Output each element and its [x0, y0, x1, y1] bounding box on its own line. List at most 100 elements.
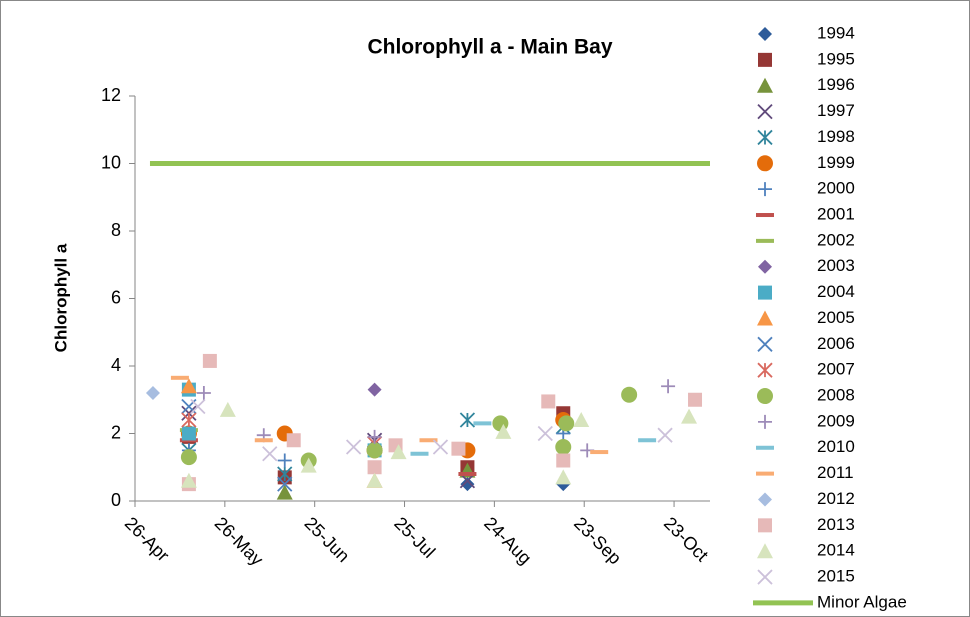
- point: [180, 472, 197, 488]
- legend-label: 1996: [817, 75, 855, 94]
- point: [345, 439, 362, 455]
- point: [451, 441, 466, 456]
- point: [495, 423, 512, 439]
- point: [555, 469, 572, 485]
- legend-marker: [757, 336, 773, 352]
- point: [459, 412, 476, 428]
- legend-label: 2005: [817, 308, 855, 327]
- point: [459, 473, 476, 489]
- point: [181, 412, 197, 428]
- point: [419, 438, 438, 443]
- legend-label: 2001: [817, 205, 855, 224]
- legend-label: 2010: [817, 437, 855, 456]
- point: [180, 449, 197, 466]
- legend-marker: [758, 518, 772, 533]
- point: [688, 392, 703, 407]
- legend-label: 1995: [817, 49, 855, 68]
- legend-label: 2009: [817, 411, 855, 430]
- point: [300, 457, 317, 473]
- legend-label: 2004: [817, 282, 855, 301]
- legend-label: 2011: [817, 463, 854, 482]
- point: [196, 386, 211, 400]
- y-tick-label: 12: [101, 85, 121, 105]
- legend-label: 2012: [817, 489, 855, 508]
- legend-marker: [757, 155, 773, 172]
- point: [555, 439, 572, 455]
- point: [366, 472, 383, 488]
- point: [277, 476, 293, 492]
- legend-marker: [757, 543, 773, 559]
- legend-marker: [758, 52, 772, 67]
- point: [410, 451, 429, 456]
- legend-label: 1997: [817, 101, 855, 120]
- point: [277, 453, 292, 468]
- legend-label: 1994: [817, 23, 855, 42]
- point: [537, 425, 553, 442]
- point: [657, 427, 673, 443]
- legend-marker: [757, 310, 773, 326]
- point: [262, 446, 278, 462]
- legend-marker: [757, 362, 773, 378]
- y-tick-label: 6: [111, 287, 121, 307]
- point: [681, 408, 698, 424]
- legend-label: Minor Algae: [817, 592, 907, 611]
- legend-marker: [758, 414, 772, 429]
- legend-label: 2007: [817, 360, 855, 379]
- point: [638, 438, 657, 443]
- legend-marker: [758, 259, 772, 274]
- point: [621, 386, 638, 403]
- point: [432, 439, 449, 455]
- point: [390, 444, 407, 460]
- point: [573, 412, 590, 427]
- point: [366, 442, 383, 459]
- legend-label: 2015: [817, 567, 855, 586]
- legend-label: 2013: [817, 515, 855, 534]
- legend-label: 1998: [817, 127, 855, 146]
- y-tick-label: 8: [111, 220, 121, 240]
- point: [202, 353, 217, 368]
- point: [458, 472, 477, 476]
- point: [145, 386, 160, 400]
- point: [558, 415, 575, 432]
- legend-marker: [756, 213, 774, 218]
- legend-marker: [757, 569, 773, 585]
- y-tick-label: 2: [111, 422, 121, 442]
- point: [170, 375, 189, 380]
- point: [556, 453, 571, 468]
- point: [276, 484, 293, 500]
- legend-marker: [758, 285, 772, 300]
- point: [286, 433, 301, 448]
- legend-marker: [758, 182, 772, 197]
- point: [190, 398, 206, 415]
- point: [367, 460, 382, 475]
- point: [254, 438, 273, 443]
- legend-marker: [757, 103, 773, 120]
- legend-marker: [756, 445, 774, 450]
- point: [219, 401, 236, 417]
- point: [180, 378, 197, 394]
- legend-marker: [758, 492, 772, 507]
- legend-marker: [757, 388, 773, 405]
- legend-label: 2006: [817, 334, 855, 353]
- point: [541, 394, 556, 409]
- y-tick-label: 10: [101, 152, 121, 172]
- legend-label: 2008: [817, 386, 855, 405]
- legend-marker: [757, 129, 773, 146]
- legend-marker: [756, 471, 774, 476]
- legend-marker: [758, 27, 772, 41]
- y-axis-label: Chlorophyll a: [51, 243, 70, 352]
- legend-marker: [756, 238, 774, 243]
- legend-label: 2003: [817, 256, 855, 275]
- point: [367, 382, 382, 397]
- legend-label: 2014: [817, 541, 855, 560]
- legend-marker: [757, 77, 773, 93]
- point: [460, 477, 475, 492]
- chart-title: Chlorophyll a - Main Bay: [367, 36, 612, 59]
- point: [473, 421, 492, 426]
- point: [590, 450, 609, 455]
- point: [367, 429, 382, 444]
- y-tick-label: 0: [111, 490, 121, 510]
